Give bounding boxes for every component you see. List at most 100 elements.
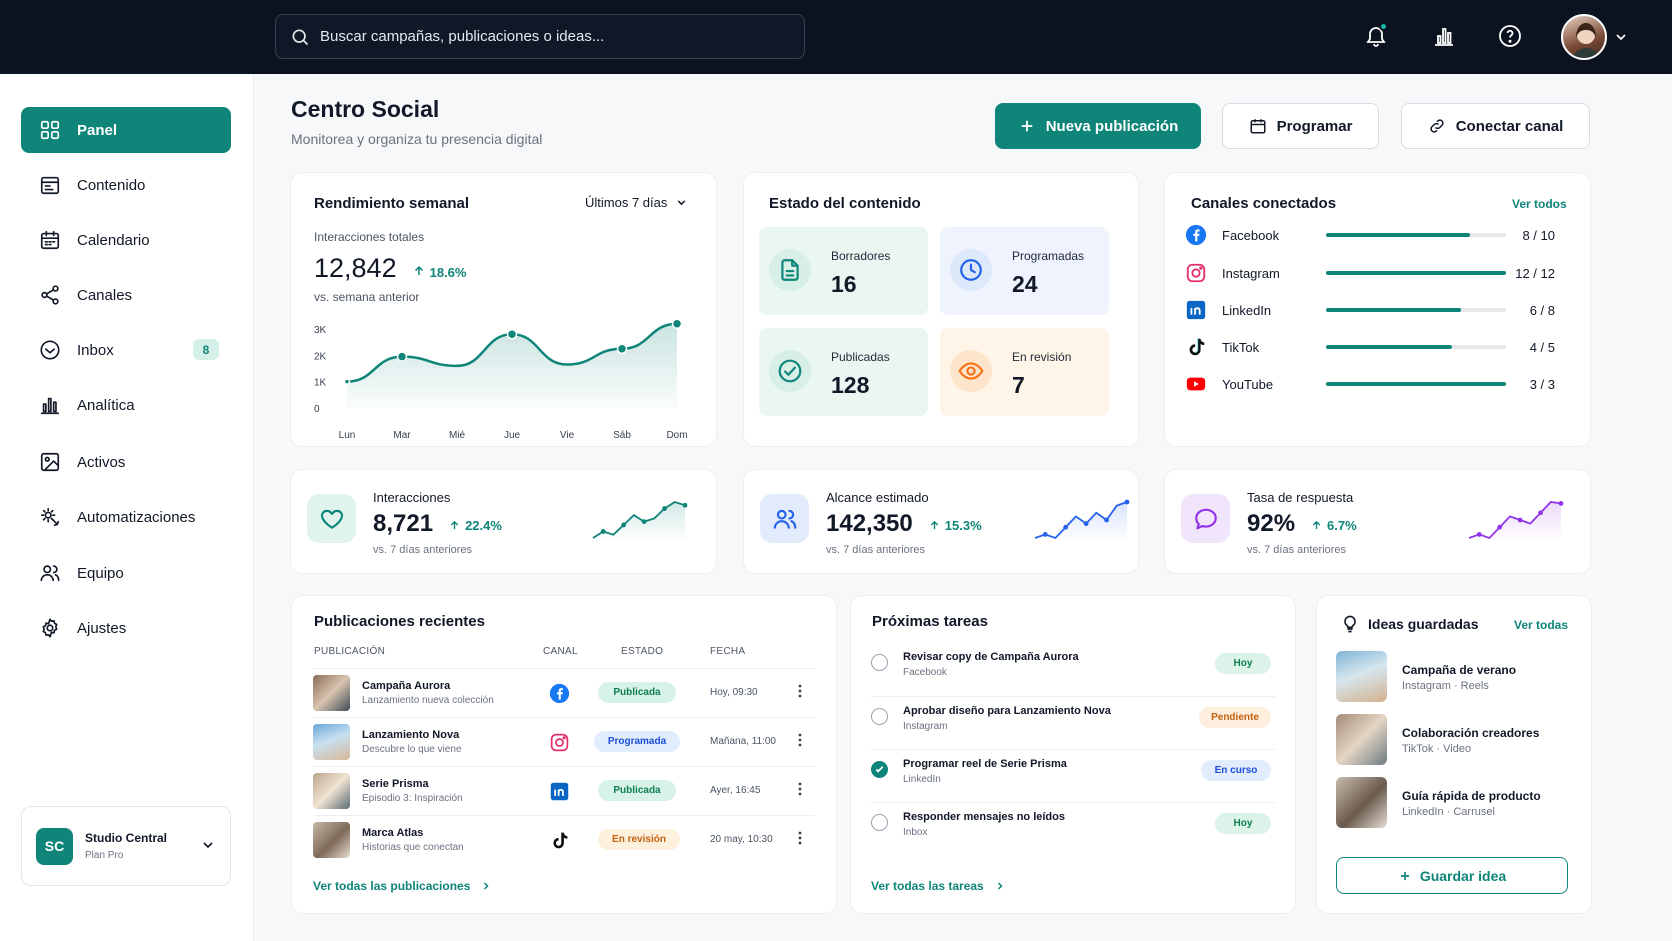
task-row[interactable]: Aprobar diseño para Lanzamiento Nova Inst… bbox=[871, 696, 1275, 749]
workspace-name: Studio Central bbox=[85, 831, 168, 845]
y-tick-label: 1K bbox=[314, 378, 327, 389]
schedule-button[interactable]: Programar bbox=[1222, 103, 1379, 149]
more-options-button[interactable] bbox=[798, 733, 802, 749]
table-row[interactable]: Campaña Aurora Lanzamiento nueva colecció… bbox=[313, 668, 815, 716]
search-box[interactable] bbox=[275, 14, 805, 59]
task-title: Aprobar diseño para Lanzamiento Nova bbox=[903, 705, 1111, 717]
account-menu-toggle[interactable] bbox=[1607, 23, 1635, 51]
user-avatar[interactable] bbox=[1561, 14, 1607, 60]
more-options-button[interactable] bbox=[798, 831, 802, 847]
task-row[interactable]: Programar reel de Serie Prisma LinkedIn En… bbox=[871, 749, 1275, 802]
save-idea-label: Guardar idea bbox=[1419, 867, 1507, 884]
idea-item[interactable]: Colaboración creadores TikTok · Video bbox=[1336, 714, 1566, 766]
table-row[interactable]: Lanzamiento Nova Descubre lo que viene Pro… bbox=[313, 717, 815, 765]
more-options-button[interactable] bbox=[798, 684, 802, 700]
status-tile[interactable]: En revisión 7 bbox=[940, 328, 1109, 416]
task-checkbox[interactable] bbox=[871, 814, 888, 831]
sparkline-area bbox=[1469, 502, 1561, 542]
task-checkbox[interactable] bbox=[871, 708, 888, 725]
post-thumbnail bbox=[313, 773, 350, 809]
sidebar-item-inbox[interactable]: Inbox 8 bbox=[21, 327, 231, 373]
analytics-button[interactable] bbox=[1430, 22, 1458, 50]
idea-item[interactable]: Campaña de verano Instagram · Reels bbox=[1336, 651, 1566, 703]
more-vertical-icon bbox=[798, 684, 802, 698]
status-badge: En revisión bbox=[598, 829, 680, 850]
total-interactions-delta: 18.6% bbox=[429, 265, 467, 280]
sparkline-point bbox=[1476, 532, 1482, 537]
data-point bbox=[671, 318, 683, 329]
ideas-view-all-link[interactable]: Ver todas bbox=[1514, 618, 1569, 632]
sidebar-item-label: Panel bbox=[77, 121, 118, 139]
tile-icon-wrap bbox=[769, 350, 811, 392]
sidebar-item-activos[interactable]: Activos bbox=[21, 439, 231, 485]
task-checkbox[interactable] bbox=[871, 761, 888, 778]
idea-item[interactable]: Guía rápida de producto LinkedIn · Carrus… bbox=[1336, 777, 1566, 829]
sidebar-item-calendario[interactable]: Calendario bbox=[21, 217, 231, 263]
status-tile[interactable]: Programadas 24 bbox=[940, 227, 1109, 315]
task-row[interactable]: Responder mensajes no leídos Inbox Hoy bbox=[871, 802, 1275, 855]
kpi-sparkline bbox=[592, 501, 688, 542]
sidebar-item-analitica[interactable]: Analítica bbox=[21, 382, 231, 428]
channel-row[interactable]: LinkedIn 6 / 8 bbox=[1185, 298, 1565, 322]
sidebar-item-canales[interactable]: Canales bbox=[21, 272, 231, 318]
chevron-down-icon bbox=[678, 200, 686, 206]
y-tick-label: 0 bbox=[314, 404, 320, 415]
channel-row[interactable]: TikTok 4 / 5 bbox=[1185, 335, 1565, 359]
more-options-button[interactable] bbox=[798, 782, 802, 798]
channel-row[interactable]: YouTube 3 / 3 bbox=[1185, 372, 1565, 396]
sidebar-item-automatizaciones[interactable]: Automatizaciones bbox=[21, 494, 231, 540]
new-post-button[interactable]: Nueva publicación bbox=[995, 103, 1201, 149]
kpi-compare: vs. 7 días anteriores bbox=[1247, 544, 1347, 556]
x-tick-label: Mié bbox=[449, 430, 466, 441]
workspace-switcher[interactable]: SC Studio Central Plan Pro bbox=[21, 806, 231, 886]
view-all-posts-link[interactable]: Ver todas las publicaciones bbox=[313, 879, 492, 893]
users-icon bbox=[773, 509, 796, 529]
channel-name: YouTube bbox=[1222, 376, 1274, 392]
view-all-tasks-link[interactable]: Ver todas las tareas bbox=[871, 879, 1006, 893]
kpi-value: 142,350 bbox=[826, 510, 913, 537]
sparkline-point bbox=[641, 519, 647, 525]
channel-row[interactable]: Instagram 12 / 12 bbox=[1185, 261, 1565, 285]
status-tile[interactable]: Borradores 16 bbox=[759, 227, 928, 315]
tasks-card bbox=[850, 595, 1296, 914]
arrow-up-icon bbox=[414, 265, 423, 275]
connect-channel-button[interactable]: Conectar canal bbox=[1401, 103, 1590, 149]
instagram-icon bbox=[1185, 262, 1207, 284]
sparkline-point bbox=[621, 522, 627, 528]
table-row[interactable]: Marca Atlas Historias que conectan En revi… bbox=[313, 815, 815, 863]
channel-name: TikTok bbox=[1222, 339, 1260, 355]
sidebar-item-equipo[interactable]: Equipo bbox=[21, 550, 231, 596]
sidebar-item-label: Equipo bbox=[77, 564, 124, 582]
help-button[interactable] bbox=[1496, 22, 1524, 50]
tile-value: 16 bbox=[831, 271, 857, 297]
workspace-plan: Plan Pro bbox=[85, 850, 124, 861]
image-icon bbox=[40, 452, 60, 472]
status-tile[interactable]: Publicadas 128 bbox=[759, 328, 928, 416]
sidebar-item-panel[interactable]: Panel bbox=[21, 107, 231, 153]
x-tick-label: Mar bbox=[393, 430, 411, 441]
tile-icon-wrap bbox=[769, 249, 811, 291]
tile-label: Publicadas bbox=[831, 350, 890, 364]
save-idea-button[interactable]: Guardar idea bbox=[1336, 857, 1568, 894]
sidebar-item-ajustes[interactable]: Ajustes bbox=[21, 605, 231, 651]
arrow-up-icon bbox=[930, 520, 938, 530]
task-row[interactable]: Revisar copy de Campaña Aurora Facebook Ho… bbox=[871, 643, 1275, 696]
calendar-icon bbox=[40, 230, 60, 250]
clock-icon bbox=[960, 259, 982, 281]
search-input[interactable] bbox=[320, 28, 790, 45]
channel-name: LinkedIn bbox=[1222, 302, 1272, 318]
channels-view-all-link[interactable]: Ver todos bbox=[1512, 197, 1567, 211]
range-dropdown[interactable]: Últimos 7 días bbox=[585, 195, 688, 210]
kpi-icon-wrap bbox=[760, 494, 809, 543]
sidebar-item-label: Contenido bbox=[77, 176, 146, 194]
idea-thumbnail bbox=[1336, 651, 1387, 702]
channel-row[interactable]: Facebook 8 / 10 bbox=[1185, 223, 1565, 247]
chart-icon bbox=[40, 397, 60, 415]
notifications-button[interactable] bbox=[1362, 22, 1390, 50]
kpi-delta: 22.4% bbox=[465, 518, 502, 533]
table-row[interactable]: Serie Prisma Episodio 3: Inspiración Publi… bbox=[313, 766, 815, 814]
sidebar-item-contenido[interactable]: Contenido bbox=[21, 162, 231, 208]
kpi-sparkline bbox=[1034, 499, 1130, 542]
task-checkbox[interactable] bbox=[871, 654, 888, 671]
page-subtitle: Monitorea y organiza tu presencia digita… bbox=[291, 131, 543, 147]
